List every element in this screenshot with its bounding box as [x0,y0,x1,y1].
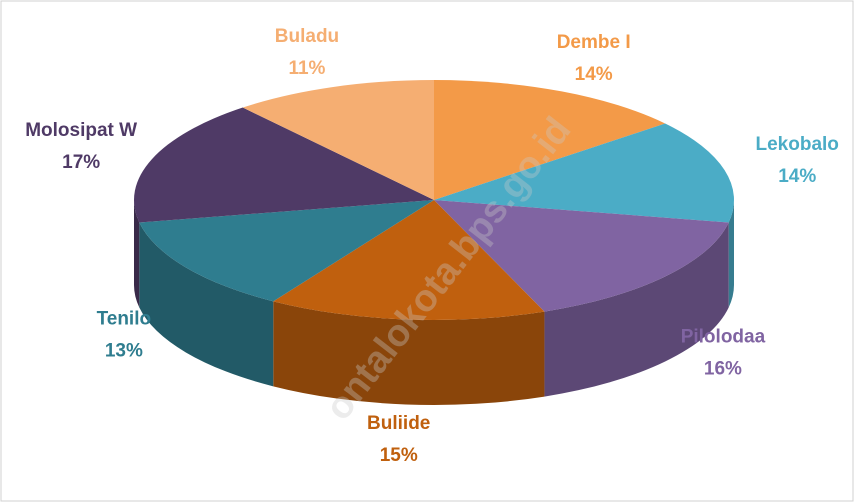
slice-side [134,200,140,308]
slice-label: Buladu [275,26,339,47]
slice [242,80,434,200]
slice-value-label: 13% [105,340,143,361]
slice [134,107,434,223]
slice-side [544,222,729,397]
slice-label: Lekobalo [756,134,839,155]
slice-side [273,301,545,405]
slice-label: Pilolodaa [681,327,766,348]
slice-label: Molosipat W [25,120,137,141]
slice-side [139,222,274,387]
slice-value-label: 15% [380,445,418,466]
slice [434,123,734,223]
slice [139,200,434,302]
slice [434,80,666,200]
slice-label: Buliide [367,413,430,434]
slice-label: Tenilo [97,308,152,329]
slice-label: Dembe I [557,32,631,53]
slice-value-label: 16% [704,359,742,380]
slice-value-label: 11% [288,58,325,79]
slice [434,200,729,312]
slice-value-label: 17% [62,152,100,173]
slice-value-label: 14% [575,64,613,85]
slice [273,200,545,320]
slice-value-label: 14% [778,166,816,187]
slice-side [728,200,734,308]
